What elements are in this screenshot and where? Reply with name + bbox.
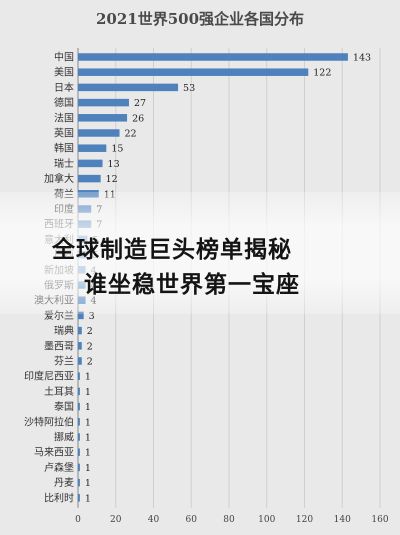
- value-label: 3: [89, 311, 95, 322]
- category-label: 卢森堡: [44, 461, 74, 474]
- value-label: 1: [85, 448, 91, 459]
- value-label: 12: [106, 174, 118, 185]
- x-axis-ticks: 0 20 40 60 80 100 120 140 160: [75, 515, 389, 525]
- value-label: 26: [132, 113, 144, 124]
- value-label: 122: [313, 68, 331, 79]
- x-tick-label: 40: [148, 515, 160, 525]
- bar: [78, 478, 80, 487]
- value-label: 27: [134, 98, 146, 109]
- bar: [78, 342, 82, 350]
- category-label: 美国: [54, 66, 74, 79]
- bar: [78, 387, 80, 396]
- bar: [78, 68, 309, 76]
- bar: [78, 98, 129, 107]
- category-label: 瑞典: [54, 324, 74, 337]
- bar: [78, 402, 80, 411]
- bar: [78, 357, 82, 365]
- value-label: 2: [87, 326, 93, 337]
- category-label: 印度尼西亚: [24, 370, 74, 383]
- x-tick-label: 20: [110, 515, 122, 525]
- bar: [78, 418, 80, 426]
- bar: [78, 174, 101, 183]
- x-tick-label: 120: [296, 515, 313, 525]
- value-label: 2: [87, 357, 93, 368]
- x-tick-label: 60: [186, 515, 198, 525]
- value-label: 1: [85, 372, 91, 383]
- category-label: 法国: [54, 111, 74, 124]
- category-label: 挪威: [54, 431, 74, 444]
- value-label: 143: [353, 53, 371, 64]
- bar: [78, 494, 80, 502]
- category-label: 丹麦: [54, 477, 74, 489]
- value-label: 1: [85, 433, 91, 444]
- bar: [78, 311, 84, 320]
- chart-title: 2021世界500强企业各国分布: [96, 10, 304, 28]
- category-label: 泰国: [54, 400, 74, 413]
- x-tick-label: 0: [75, 515, 81, 525]
- headline-line-1: 全球制造巨头榜单揭秘: [52, 237, 292, 263]
- value-label: 53: [183, 83, 195, 94]
- bar: [78, 129, 120, 137]
- bar: [78, 463, 80, 472]
- value-label: 13: [108, 159, 120, 170]
- category-label: 中国: [54, 51, 74, 64]
- value-label: 1: [85, 463, 91, 474]
- category-label: 英国: [54, 127, 74, 140]
- bar: [78, 144, 107, 152]
- category-label: 德国: [54, 96, 74, 109]
- category-label: 墨西哥: [44, 340, 74, 352]
- bar: [78, 326, 82, 335]
- category-label: 日本: [54, 81, 74, 94]
- value-label: 1: [85, 478, 91, 489]
- value-label: 1: [85, 402, 91, 413]
- value-label: 1: [85, 387, 91, 398]
- value-label: 2: [87, 341, 93, 352]
- category-label: 韩国: [54, 142, 74, 155]
- bar: [78, 53, 348, 61]
- category-label: 马来西亚: [34, 447, 74, 459]
- bar: [78, 83, 179, 92]
- x-tick-label: 80: [223, 515, 235, 525]
- bar: [78, 159, 103, 168]
- x-tick-label: 160: [371, 515, 388, 525]
- headline-banner: 全球制造巨头榜单揭秘 谁坐稳世界第一宝座: [0, 192, 400, 314]
- category-label: 加拿大: [44, 172, 74, 185]
- x-tick-label: 100: [258, 515, 275, 525]
- category-label: 沙特阿拉伯: [24, 415, 74, 428]
- category-label: 芬兰: [54, 355, 74, 368]
- bar: [78, 114, 128, 122]
- bar: [78, 372, 80, 380]
- bar: [78, 433, 80, 441]
- category-label: 土耳其: [44, 385, 74, 398]
- bar: [78, 448, 80, 456]
- value-label: 15: [111, 144, 123, 155]
- value-label: 1: [85, 417, 91, 428]
- category-label: 比利时: [44, 492, 74, 504]
- value-label: 22: [125, 129, 137, 140]
- headline-line-2: 谁坐稳世界第一宝座: [84, 272, 300, 298]
- category-label: 瑞士: [54, 157, 74, 170]
- value-label: 1: [85, 493, 91, 504]
- x-tick-label: 140: [334, 515, 351, 525]
